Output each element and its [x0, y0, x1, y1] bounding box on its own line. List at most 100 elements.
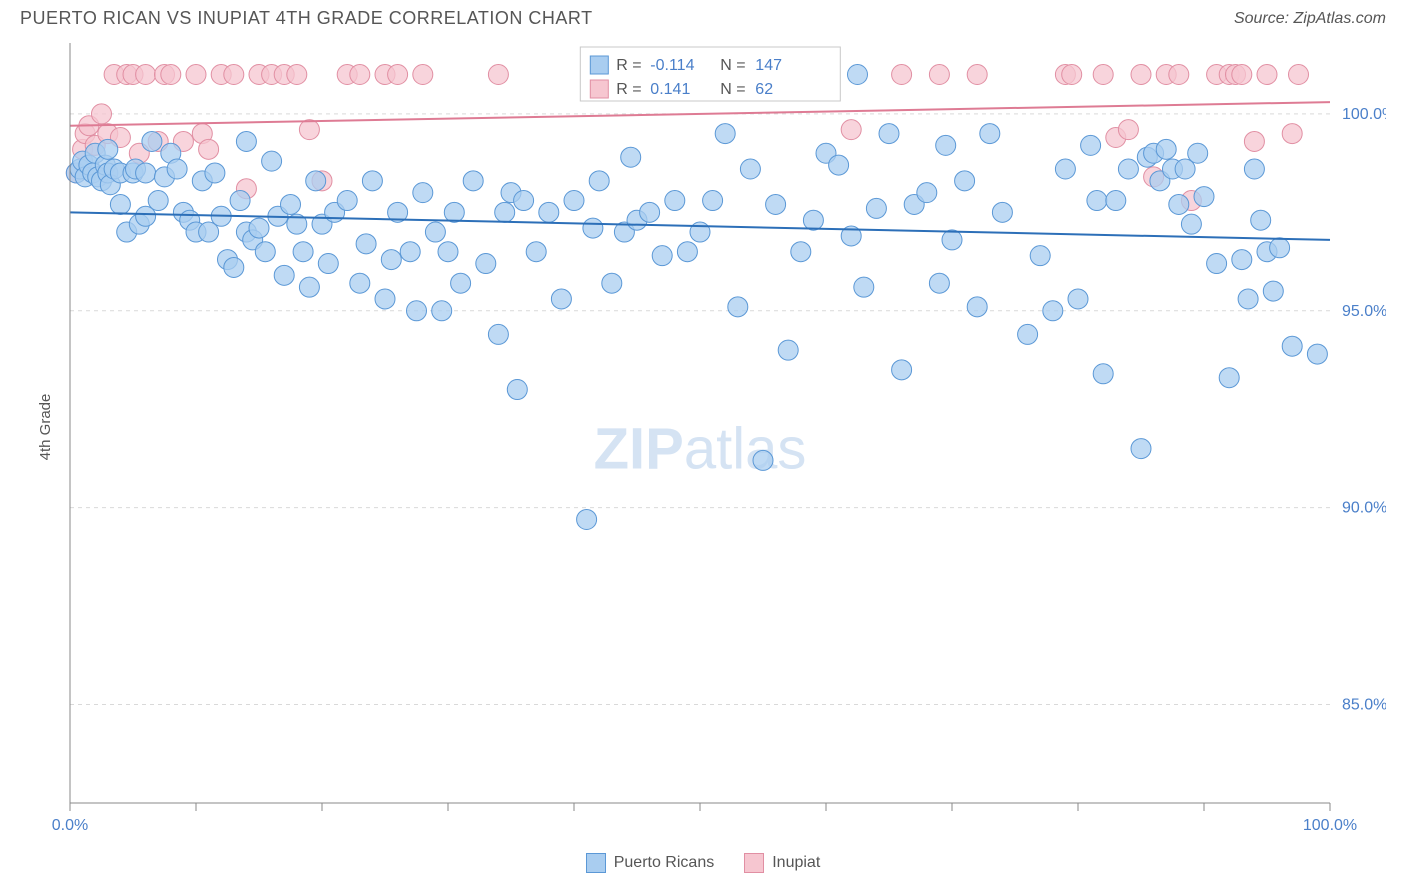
point-inupiat [1232, 65, 1252, 85]
x-axis-labels: 0.0% 100.0% [20, 817, 1386, 839]
legend-n-label: N = [720, 57, 745, 74]
legend-n-value: 62 [755, 81, 773, 98]
point-puerto-rican [167, 159, 187, 179]
point-puerto-rican [602, 273, 622, 293]
point-puerto-rican [142, 131, 162, 151]
point-puerto-rican [791, 242, 811, 262]
point-puerto-rican [1251, 210, 1271, 230]
point-puerto-rican [753, 450, 773, 470]
point-puerto-rican [967, 297, 987, 317]
point-puerto-rican [356, 234, 376, 254]
point-puerto-rican [262, 151, 282, 171]
point-inupiat [488, 65, 508, 85]
point-inupiat [1257, 65, 1277, 85]
point-puerto-rican [375, 289, 395, 309]
point-inupiat [186, 65, 206, 85]
point-puerto-rican [980, 124, 1000, 144]
point-puerto-rican [917, 183, 937, 203]
chart-area: 4th Grade 100.0%95.0%90.0%85.0%ZIPatlasR… [20, 37, 1386, 817]
legend-label-1: Puerto Ricans [614, 854, 715, 872]
legend-item-series2: Inupiat [744, 853, 820, 873]
point-inupiat [413, 65, 433, 85]
point-inupiat [350, 65, 370, 85]
x-tick-100: 100.0% [1303, 817, 1357, 835]
point-inupiat [92, 104, 112, 124]
legend-r-value: -0.114 [650, 57, 694, 74]
legend-swatch-1 [586, 853, 606, 873]
point-puerto-rican [665, 191, 685, 211]
point-puerto-rican [381, 250, 401, 270]
point-puerto-rican [306, 171, 326, 191]
point-inupiat [199, 139, 219, 159]
bottom-legend: Puerto Ricans Inupiat [0, 853, 1406, 873]
legend-n-label: N = [720, 81, 745, 98]
point-puerto-rican [224, 257, 244, 277]
legend-swatch [590, 56, 608, 74]
point-puerto-rican [1282, 336, 1302, 356]
source-label: Source: ZipAtlas.com [1234, 10, 1386, 28]
point-puerto-rican [1093, 364, 1113, 384]
point-inupiat [224, 65, 244, 85]
point-puerto-rican [778, 340, 798, 360]
point-puerto-rican [488, 324, 508, 344]
point-puerto-rican [1106, 191, 1126, 211]
point-puerto-rican [942, 230, 962, 250]
point-inupiat [967, 65, 987, 85]
point-puerto-rican [451, 273, 471, 293]
legend-r-label: R = [616, 57, 641, 74]
point-puerto-rican [400, 242, 420, 262]
y-tick-label: 100.0% [1342, 106, 1386, 123]
point-puerto-rican [652, 246, 672, 266]
trend-line-inupiat [70, 102, 1330, 126]
point-inupiat [136, 65, 156, 85]
point-puerto-rican [350, 273, 370, 293]
point-inupiat [1062, 65, 1082, 85]
point-puerto-rican [514, 191, 534, 211]
point-puerto-rican [1181, 214, 1201, 234]
point-puerto-rican [1055, 159, 1075, 179]
point-puerto-rican [1081, 135, 1101, 155]
point-puerto-rican [715, 124, 735, 144]
y-tick-label: 95.0% [1342, 303, 1386, 320]
watermark: ZIPatlas [594, 416, 807, 481]
point-inupiat [161, 65, 181, 85]
point-puerto-rican [476, 254, 496, 274]
point-puerto-rican [728, 297, 748, 317]
point-puerto-rican [425, 222, 445, 242]
legend-r-value: 0.141 [650, 81, 690, 98]
point-puerto-rican [740, 159, 760, 179]
point-inupiat [841, 120, 861, 140]
point-puerto-rican [407, 301, 427, 321]
chart-title: PUERTO RICAN VS INUPIAT 4TH GRADE CORREL… [20, 8, 593, 29]
point-inupiat [388, 65, 408, 85]
point-puerto-rican [936, 135, 956, 155]
point-puerto-rican [98, 139, 118, 159]
point-puerto-rican [640, 202, 660, 222]
point-puerto-rican [848, 65, 868, 85]
point-puerto-rican [230, 191, 250, 211]
point-puerto-rican [677, 242, 697, 262]
point-puerto-rican [703, 191, 723, 211]
point-puerto-rican [1118, 159, 1138, 179]
point-puerto-rican [992, 202, 1012, 222]
point-puerto-rican [299, 277, 319, 297]
point-puerto-rican [281, 194, 301, 214]
point-puerto-rican [337, 191, 357, 211]
point-puerto-rican [1068, 289, 1088, 309]
point-inupiat [1131, 65, 1151, 85]
point-puerto-rican [854, 277, 874, 297]
point-puerto-rican [929, 273, 949, 293]
point-puerto-rican [1194, 187, 1214, 207]
point-puerto-rican [589, 171, 609, 191]
point-puerto-rican [432, 301, 452, 321]
point-inupiat [1118, 120, 1138, 140]
point-puerto-rican [1018, 324, 1038, 344]
point-puerto-rican [829, 155, 849, 175]
point-puerto-rican [1188, 143, 1208, 163]
point-puerto-rican [507, 380, 527, 400]
point-puerto-rican [274, 265, 294, 285]
legend-swatch-2 [744, 853, 764, 873]
point-puerto-rican [551, 289, 571, 309]
point-puerto-rican [1232, 250, 1252, 270]
point-inupiat [1169, 65, 1189, 85]
